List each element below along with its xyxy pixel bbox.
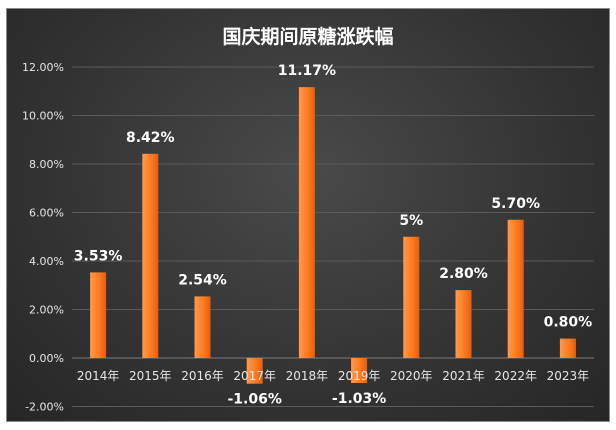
y-tick-label: 8.00% <box>29 158 64 171</box>
y-tick-label: 10.00% <box>22 110 64 123</box>
x-tick-label: 2021年 <box>442 369 485 383</box>
x-tick-label: 2014年 <box>77 369 120 383</box>
chart-title: 国庆期间原糖涨跌幅 <box>222 26 394 48</box>
bar <box>559 338 576 358</box>
x-tick-label: 2022年 <box>494 369 537 383</box>
data-label: 5.70% <box>491 196 540 212</box>
x-tick-label: 2019年 <box>338 369 381 383</box>
x-tick-label: 2017年 <box>233 369 276 383</box>
data-label: 5% <box>399 213 423 229</box>
y-tick-label: 4.00% <box>29 255 64 268</box>
x-tick-label: 2016年 <box>181 369 224 383</box>
bar <box>455 290 472 358</box>
data-label: -1.06% <box>228 392 282 408</box>
bar <box>351 358 368 383</box>
x-tick-label: 2018年 <box>286 369 329 383</box>
bar <box>246 358 263 384</box>
y-tick-label: 12.00% <box>22 61 64 74</box>
bar <box>90 272 107 358</box>
bar <box>298 87 315 358</box>
data-label: 2.80% <box>439 266 488 282</box>
data-label: 8.42% <box>126 130 175 146</box>
data-label: 11.17% <box>278 63 336 79</box>
y-tick-label: -2.00% <box>25 401 64 414</box>
data-label: 3.53% <box>74 248 123 264</box>
data-label: -1.03% <box>332 391 386 407</box>
y-tick-label: 6.00% <box>29 207 64 220</box>
y-tick-label: 2.00% <box>29 304 64 317</box>
x-tick-label: 2023年 <box>547 369 590 383</box>
x-tick-label: 2015年 <box>129 369 172 383</box>
data-label: 2.54% <box>178 272 227 288</box>
data-label: 0.80% <box>544 315 593 331</box>
x-tick-label: 2020年 <box>390 369 433 383</box>
bar <box>403 236 420 358</box>
bar <box>194 296 211 358</box>
bar <box>142 153 159 358</box>
bar <box>507 219 524 358</box>
y-tick-label: 0.00% <box>29 352 64 365</box>
